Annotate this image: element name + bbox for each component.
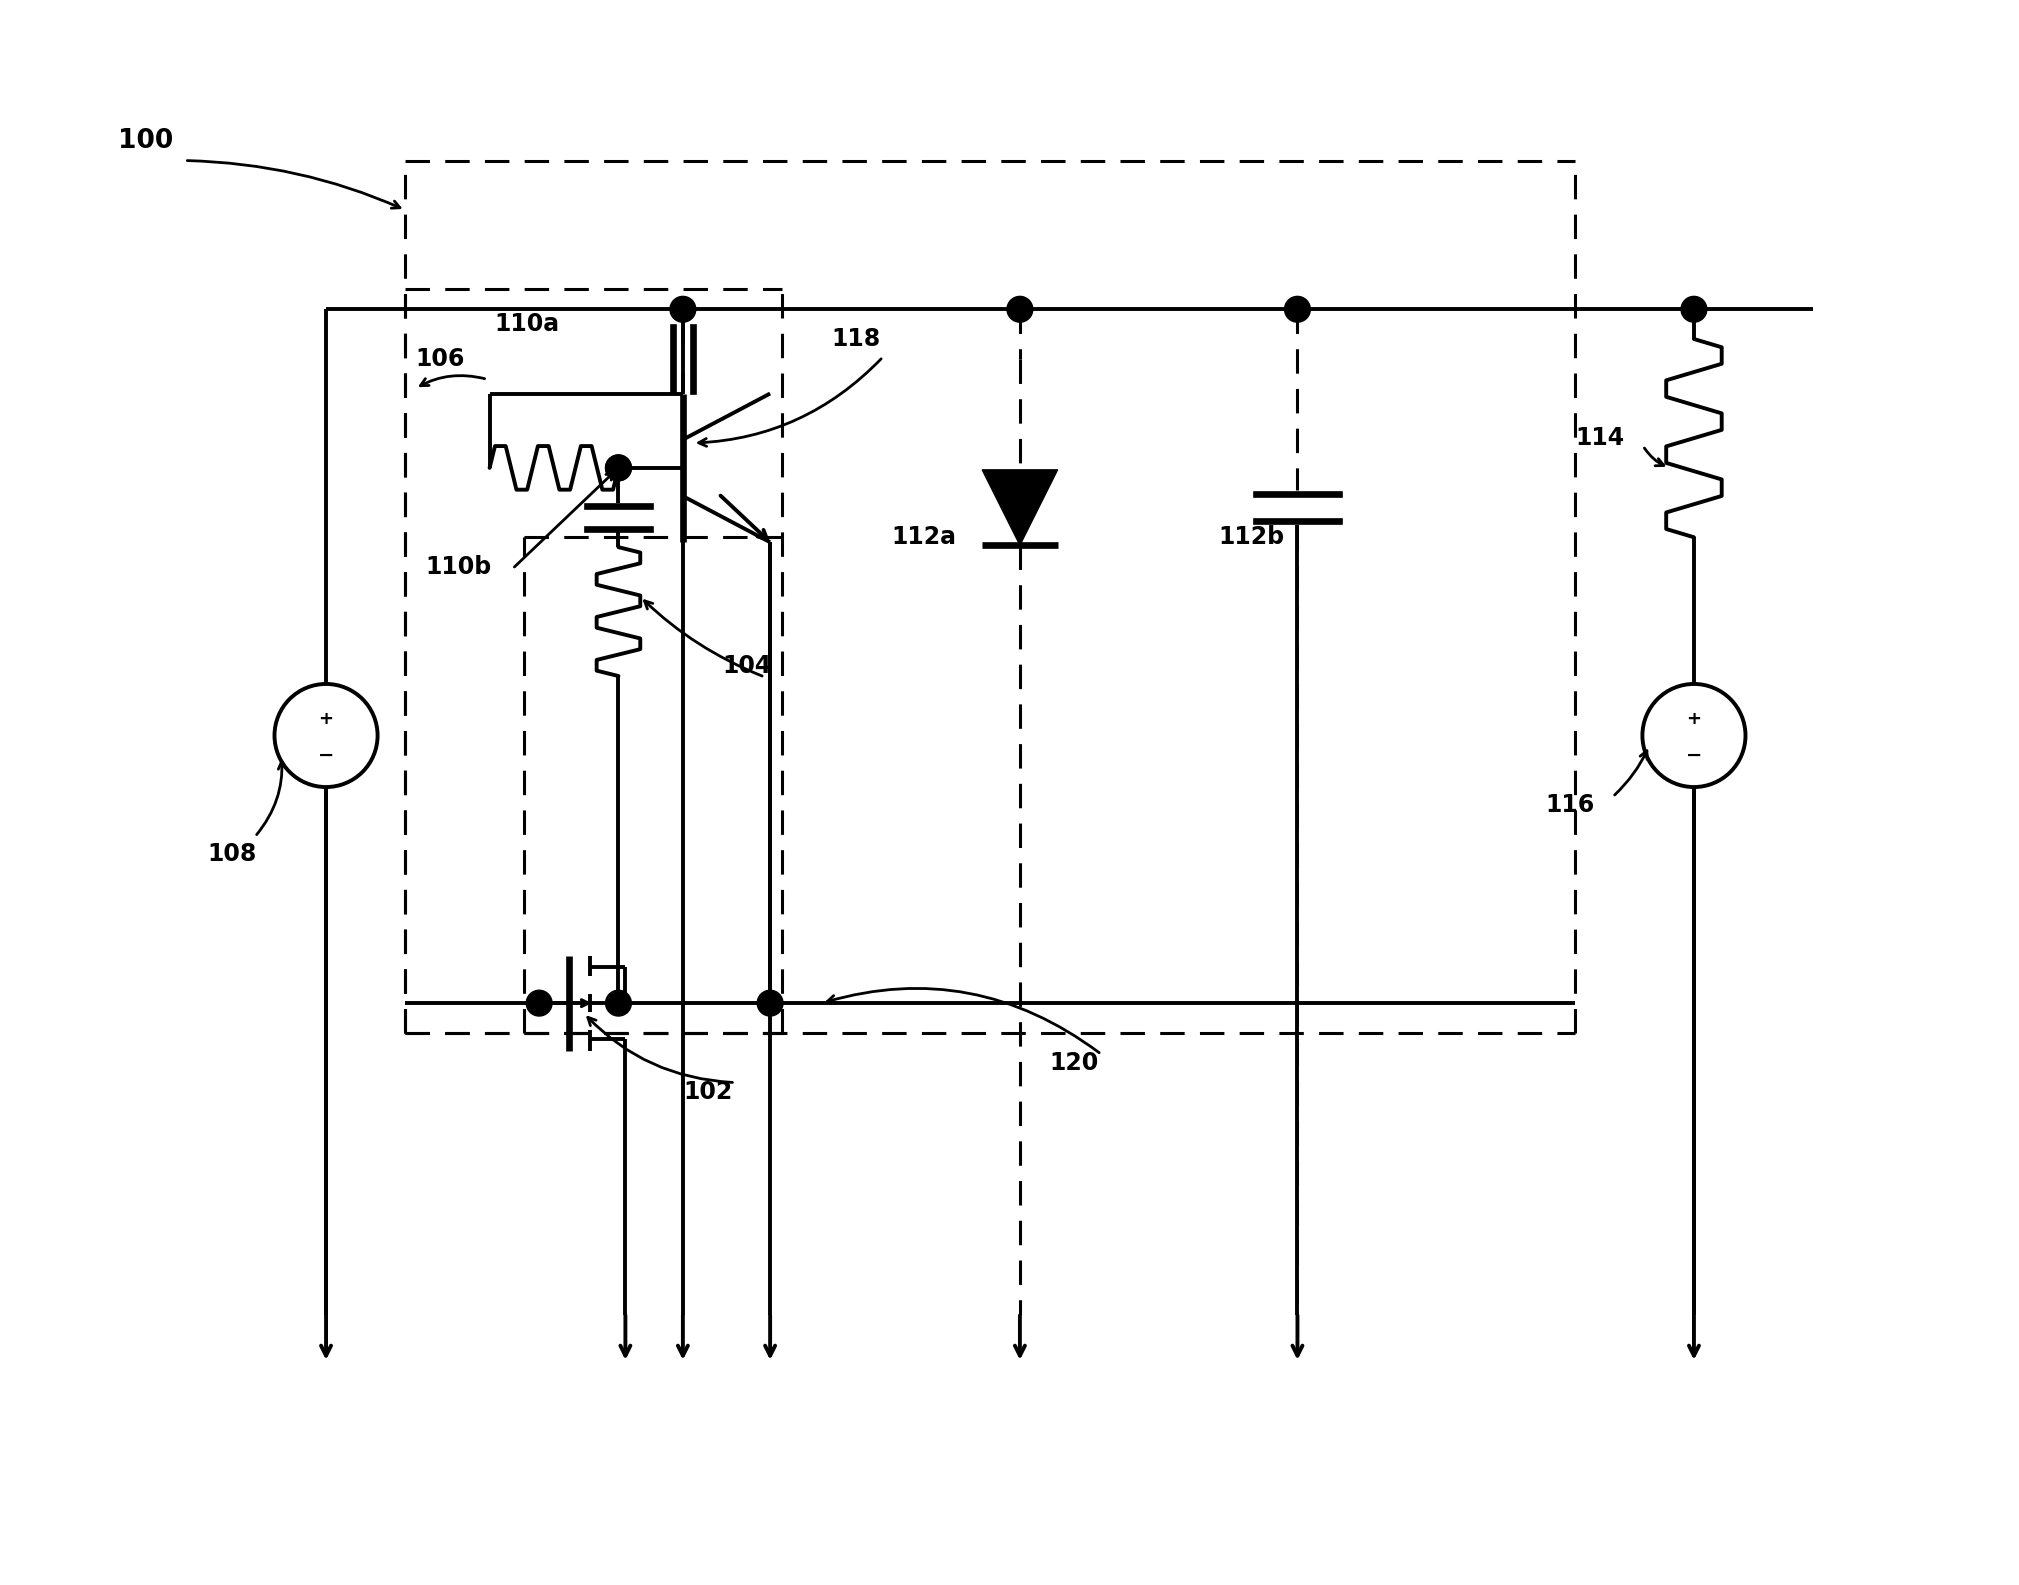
Text: 110b: 110b: [426, 555, 491, 579]
Circle shape: [606, 455, 632, 480]
Text: +: +: [319, 710, 333, 728]
Circle shape: [606, 991, 632, 1016]
Text: 108: 108: [208, 843, 256, 867]
Circle shape: [1284, 296, 1310, 322]
Text: 106: 106: [416, 347, 464, 371]
Circle shape: [1007, 296, 1034, 322]
Text: 120: 120: [1050, 1051, 1098, 1075]
Circle shape: [670, 296, 697, 322]
Text: +: +: [1686, 710, 1702, 728]
Polygon shape: [981, 469, 1058, 545]
Text: −: −: [1686, 747, 1702, 766]
Text: 104: 104: [723, 655, 771, 678]
Circle shape: [606, 455, 632, 480]
Text: 100: 100: [117, 128, 174, 154]
Text: 110a: 110a: [495, 312, 559, 336]
Text: 118: 118: [832, 327, 880, 350]
Circle shape: [1682, 296, 1706, 322]
Text: 116: 116: [1545, 792, 1595, 816]
Circle shape: [757, 991, 783, 1016]
Text: −: −: [317, 747, 335, 766]
Text: 112a: 112a: [890, 525, 957, 550]
Text: 112b: 112b: [1217, 525, 1284, 550]
Text: 102: 102: [682, 1081, 733, 1105]
Circle shape: [527, 991, 551, 1016]
Text: 114: 114: [1575, 426, 1623, 450]
